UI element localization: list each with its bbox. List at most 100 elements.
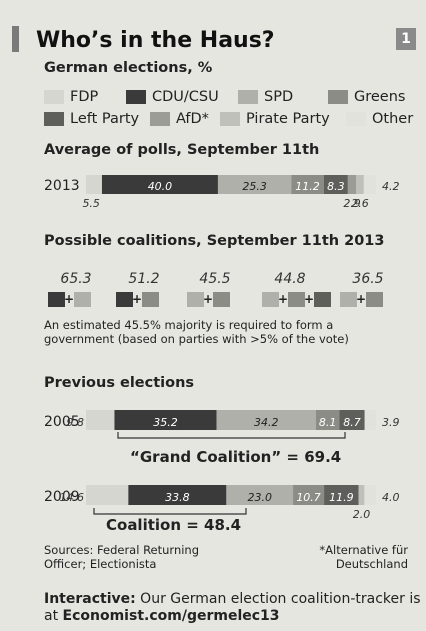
coalition-value: 44.8 [274,271,305,287]
bar-segment [226,485,294,505]
bar-segment [363,175,376,194]
coalitions-heading: Possible coalitions, September 11th 2013 [44,233,385,249]
coalition-party-swatch [74,292,91,307]
polls-heading: Average of polls, September 11th [44,142,320,158]
plus-sign: + [64,292,74,306]
data-label: 3.9 [382,416,400,429]
data-label: 10.7 [296,491,321,504]
legend-item-other: Other [346,111,413,127]
legend-item-fdp: FDP [44,89,126,105]
legend-item-pirate: Pirate Party [220,111,346,127]
coalition-party-swatch [314,292,331,307]
bar-segment [114,410,217,430]
interactive-text: Our German election coalition-tracker is… [44,591,421,624]
data-label: 33.8 [165,491,190,504]
bar-segment [324,485,359,505]
bar-segment [364,485,376,505]
legend-item-afd: AfD* [150,111,220,127]
legend-label: Pirate Party [246,111,330,127]
legend-label: SPD [264,89,294,105]
data-label: 14.6 [60,491,85,504]
bar-segment [339,410,365,430]
data-label: 25.3 [242,180,267,193]
legend-item-cdu: CDU/CSU [126,89,238,105]
data-label: 40.0 [148,180,173,193]
legend-label: Greens [354,89,406,105]
chart-title: Who’s in the Haus? [36,28,275,53]
coalition-2009-bracket [93,508,247,515]
legend-swatch [328,90,348,104]
coalition-party-swatch [48,292,65,307]
legend-row-2: Left Party AfD* Pirate Party Other [44,108,424,130]
coalition-value: 65.3 [60,271,91,287]
grand-coalition-label: “Grand Coalition” = 69.4 [130,448,341,466]
bar-segment [323,175,348,194]
bar-segment [315,410,340,430]
legend-swatch [220,112,240,126]
data-label: 11.2 [295,180,320,193]
legend-label: Other [372,111,414,127]
data-label: 34.2 [254,416,279,429]
coalition-2009-label: Coalition = 48.4 [106,516,241,534]
bar-segment [101,175,218,194]
plus-sign: + [132,292,142,306]
accent-bar [12,26,19,52]
data-label: 8.3 [327,180,345,193]
legend-swatch [44,90,64,104]
bar-segment [128,485,227,505]
legend-swatch [126,90,146,104]
legend-item-left: Left Party [44,111,150,127]
bar-segment [217,175,292,194]
legend-swatch [346,112,366,126]
chart-subtitle: German elections, % [44,60,213,76]
coalition-party-swatch [187,292,204,307]
coalition-value: 45.5 [199,271,230,287]
previous-heading: Previous elections [44,375,195,391]
legend-swatch [44,112,64,126]
coalition-party-swatch [213,292,230,307]
data-label: 11.9 [329,491,354,504]
page-number-badge: 1 [396,28,416,50]
coalition-party-swatch [366,292,383,307]
grand-coalition-bracket [117,432,346,439]
legend: FDP CDU/CSU SPD Greens Left Party AfD* P… [44,86,424,130]
legend-swatch [150,112,170,126]
legend-label: AfD* [176,111,209,127]
data-label: 5.5 [82,197,100,210]
data-label: 2.0 [353,508,371,521]
legend-item-spd: SPD [238,89,328,105]
data-label: 8.1 [319,416,337,429]
interactive-link[interactable]: Economist.com/germelec13 [62,608,280,624]
legend-swatch [238,90,258,104]
plus-sign: + [304,292,314,306]
data-label: 9.8 [67,416,85,429]
legend-label: FDP [70,89,99,105]
legend-item-greens: Greens [328,89,405,105]
interactive-prefix: Interactive: [44,591,136,607]
interactive-promo: Interactive: Our German election coaliti… [44,591,424,625]
bar-segment [347,175,357,194]
plus-sign: + [356,292,366,306]
legend-row-1: FDP CDU/CSU SPD Greens [44,86,424,108]
bar-segment [364,410,376,430]
coalition-party-swatch [340,292,357,307]
year-label: 2005 [44,414,80,430]
sources: Sources: Federal Returning Officer; Elec… [44,543,200,571]
data-label: 23.0 [247,491,272,504]
data-label: 4.0 [382,491,400,504]
year-label: 2009 [44,489,80,505]
coalition-value: 36.5 [352,271,383,287]
data-label: 2.6 [351,197,369,210]
bar-segment [86,485,129,505]
legend-label: Left Party [70,111,140,127]
bar-segment [86,175,102,194]
bar-segment [86,410,115,430]
legend-label: CDU/CSU [152,89,219,105]
data-label: 35.2 [153,416,178,429]
coalition-party-swatch [288,292,305,307]
plus-sign: + [278,292,288,306]
footnote: *Alternative für Deutschland [319,543,408,571]
coalition-party-swatch [142,292,159,307]
bar-segment [358,485,365,505]
coalition-party-swatch [262,292,279,307]
